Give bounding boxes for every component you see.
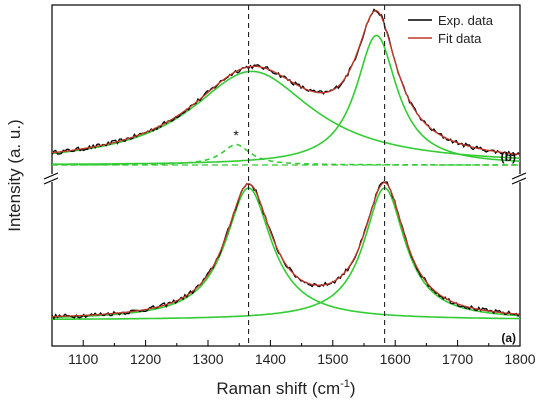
legend: Exp. data Fit data [408, 13, 494, 46]
component-peak-1 [51, 70, 520, 159]
legend-label: Exp. data [438, 13, 494, 28]
fit-data-line [52, 182, 521, 318]
curves [51, 8, 521, 321]
fit-data-line [51, 9, 521, 156]
x-tick-label: 1300 [192, 351, 223, 367]
axis-break-mark [511, 172, 527, 180]
component-peak-2 [52, 34, 521, 165]
axes: 1100 1200 1300 1400 1500 1600 1700 1800 [43, 172, 536, 367]
labels: (b) (a) * Raman shift (cm-1) Intensity (a. u… [5, 119, 516, 398]
panel-label: (b) [501, 150, 516, 164]
panel-label: (a) [501, 331, 516, 345]
axis-break-mark [43, 172, 59, 180]
x-tick-label: 1200 [130, 351, 161, 367]
component-peak-2 [52, 187, 521, 321]
x-tick-label: 1800 [504, 351, 535, 367]
axis-break-mark [511, 177, 527, 185]
legend-label: Fit data [438, 31, 482, 46]
y-axis-title: Intensity (a. u.) [5, 119, 24, 231]
annotation-asterisk: * [233, 127, 239, 143]
axis-break-gap [45, 174, 59, 182]
component-peak-3 [52, 143, 520, 166]
x-tick-label: 1700 [442, 351, 473, 367]
panel-bottom [51, 181, 521, 321]
reference-lines [248, 5, 386, 346]
panel-top [51, 8, 521, 166]
plot-frame [51, 4, 521, 347]
x-tick-label: 1500 [317, 351, 348, 367]
x-axis-title: Raman shift (cm-1) [216, 378, 355, 398]
plot-border [51, 4, 521, 347]
component-peak-1 [51, 187, 520, 320]
axis-break-mark [43, 177, 59, 185]
exp-data-line [51, 181, 521, 321]
x-tick-label: 1600 [380, 351, 411, 367]
x-tick-label: 1100 [68, 351, 98, 367]
axis-break-gap [513, 174, 527, 182]
x-tick-label: 1400 [255, 351, 286, 367]
